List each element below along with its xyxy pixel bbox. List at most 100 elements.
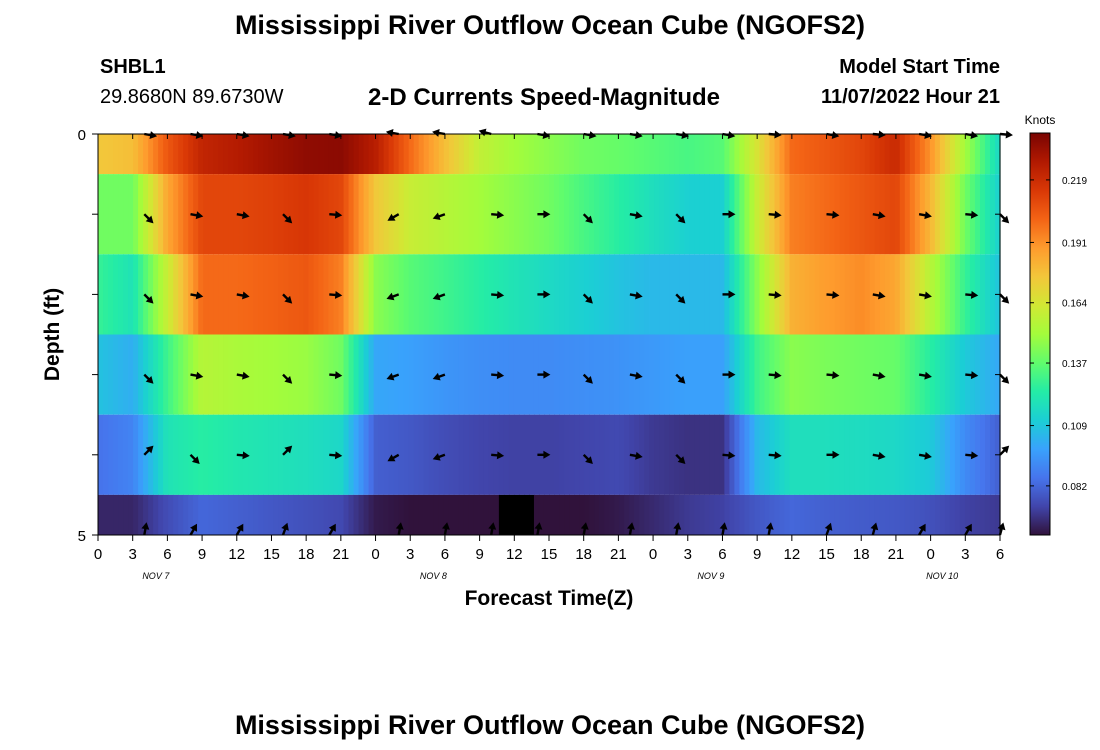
heatmap-cell xyxy=(358,334,365,415)
heatmap-cell xyxy=(854,174,861,255)
heatmap-cell xyxy=(253,334,259,415)
heatmap-cell xyxy=(579,414,585,495)
current-arrow-head xyxy=(924,451,932,460)
heatmap-cell xyxy=(604,334,610,415)
heatmap-cell xyxy=(338,174,345,255)
heatmap-cell xyxy=(839,254,846,335)
heatmap-cell xyxy=(118,134,124,175)
heatmap-cell xyxy=(298,334,305,415)
current-arrow xyxy=(190,371,204,380)
heatmap-cell xyxy=(559,334,565,415)
heatmap-cell xyxy=(323,134,330,175)
heatmap-cell xyxy=(784,334,791,415)
current-arrow-head xyxy=(432,292,441,301)
current-arrow xyxy=(189,523,197,536)
heatmap-cell xyxy=(213,254,219,335)
heatmap-cell xyxy=(914,494,921,535)
heatmap-cell xyxy=(954,494,961,535)
heatmap-cell xyxy=(263,334,269,415)
heatmap-cell xyxy=(724,494,730,535)
current-arrow-head xyxy=(878,130,886,139)
heatmap-cell xyxy=(739,334,746,415)
heatmap-cell xyxy=(358,414,365,495)
heatmap-cell xyxy=(358,174,365,255)
heatmap-cell xyxy=(283,134,290,175)
heatmap-cell xyxy=(959,334,966,415)
heatmap-cell xyxy=(714,134,720,175)
heatmap-cell xyxy=(614,174,620,255)
heatmap-cell xyxy=(989,414,996,495)
heatmap-cell xyxy=(569,254,575,335)
heatmap-cell xyxy=(208,134,214,175)
heatmap-cell xyxy=(298,414,305,495)
heatmap-cell xyxy=(854,494,861,535)
current-arrow xyxy=(328,523,336,536)
heatmap-cell xyxy=(223,334,229,415)
heatmap-cell xyxy=(574,134,580,175)
heatmap-cell xyxy=(869,134,876,175)
heatmap-cell xyxy=(549,254,555,335)
heatmap-cell xyxy=(433,494,440,535)
heatmap-cell xyxy=(178,174,184,255)
heatmap-cell xyxy=(443,254,450,335)
heatmap-cell xyxy=(689,414,695,495)
heatmap-cell xyxy=(599,254,605,335)
heatmap-cell xyxy=(679,134,685,175)
heatmap-cell xyxy=(233,414,239,495)
colorbar-tick-label: 0.219 xyxy=(1062,176,1087,187)
heatmap-cell xyxy=(859,254,866,335)
heatmap-cell xyxy=(699,254,705,335)
heatmap-cell xyxy=(278,494,285,535)
heatmap-cell xyxy=(113,254,119,335)
heatmap-cell xyxy=(458,414,465,495)
heatmap-cell xyxy=(123,254,129,335)
heatmap-cell xyxy=(839,134,846,175)
current-arrow-head xyxy=(543,210,551,219)
heatmap-cell xyxy=(398,494,405,535)
x-tick-label: 15 xyxy=(541,546,558,563)
heatmap-cell xyxy=(423,414,430,495)
heatmap-cell xyxy=(478,334,485,415)
x-tick-label: 6 xyxy=(441,546,449,563)
heatmap-cell xyxy=(478,254,485,335)
heatmap-cell xyxy=(664,134,670,175)
heatmap-cell xyxy=(629,494,635,535)
heatmap-cell xyxy=(273,334,279,415)
heatmap-cell xyxy=(594,134,600,175)
heatmap-cell xyxy=(869,494,876,535)
heatmap-cell xyxy=(523,254,530,335)
current-arrow-head xyxy=(387,213,396,221)
heatmap-cell xyxy=(323,494,330,535)
current-arrow xyxy=(282,373,293,384)
current-arrow-head xyxy=(242,131,250,139)
heatmap-cell xyxy=(368,254,375,335)
current-arrow xyxy=(675,293,686,304)
heatmap-cell xyxy=(619,334,625,415)
current-arrow-head xyxy=(585,215,593,224)
heatmap-cell xyxy=(714,494,720,535)
heatmap-cell xyxy=(493,494,500,535)
colorbar-tick-label: 0.109 xyxy=(1062,422,1087,433)
heatmap-cell xyxy=(133,254,139,335)
heatmap-cell xyxy=(278,174,285,255)
heatmap-cell xyxy=(754,334,761,415)
colorbar: 0.082 0.109 0.137 0.164 0.191 0.219 xyxy=(1029,132,1087,536)
heatmap-cell xyxy=(348,134,355,175)
heatmap-cell xyxy=(253,134,259,175)
heatmap-cell xyxy=(378,174,385,255)
heatmap-cell xyxy=(183,174,189,255)
current-arrow-head xyxy=(334,210,343,219)
heatmap-cell xyxy=(649,334,655,415)
current-arrow xyxy=(675,453,686,464)
heatmap-cell xyxy=(313,494,320,535)
heatmap-cell xyxy=(498,134,505,175)
heatmap-cell xyxy=(238,134,244,175)
heatmap-cell xyxy=(208,174,214,255)
heatmap-cell xyxy=(318,494,325,535)
heatmap-cell xyxy=(473,414,480,495)
heatmap-cell xyxy=(203,334,209,415)
heatmap-cell xyxy=(594,494,600,535)
x-tick-label: 9 xyxy=(753,546,761,563)
heatmap-cell xyxy=(659,134,665,175)
